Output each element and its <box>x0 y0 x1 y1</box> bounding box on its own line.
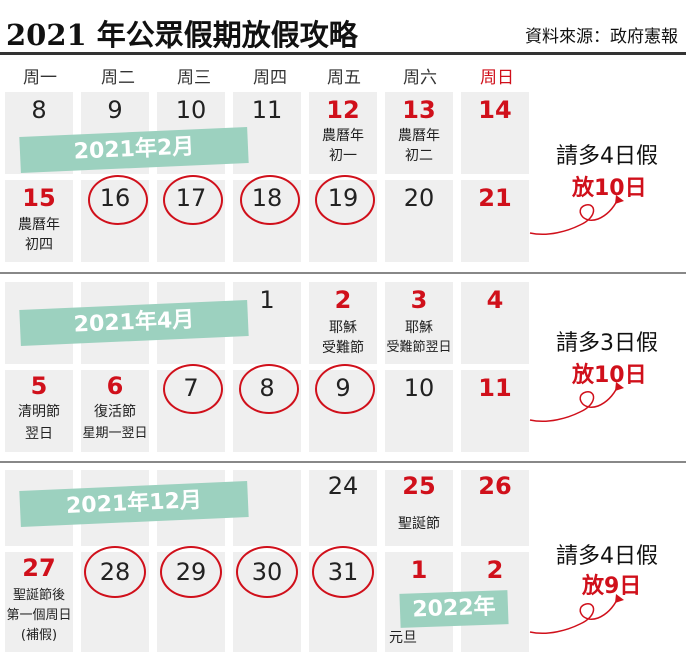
day-number: 5 <box>30 372 48 400</box>
leave-day-circle <box>88 175 148 225</box>
calendar-cell-sunday: 26 <box>461 470 529 546</box>
weekday-tue: 周二 <box>101 68 135 88</box>
weekday-sun: 周日 <box>480 68 514 88</box>
holiday-note: 耶穌 <box>405 320 433 336</box>
calendar-cell-sunday: 4 <box>461 282 529 364</box>
leave-day-circle <box>315 175 375 225</box>
day-number: 12 <box>326 96 360 124</box>
month-divider <box>0 461 686 463</box>
leave-day-circle <box>163 175 223 225</box>
calendar-cell-sunday: 14 <box>461 92 529 174</box>
calendar-cell-holiday: 15 農曆年 初四 <box>5 180 73 262</box>
weekday-thu: 周四 <box>253 68 287 88</box>
tip-leave-days: 請多3日假 <box>556 331 658 356</box>
holiday-note: 農曆年 <box>18 217 60 233</box>
leave-day-circle <box>239 364 299 414</box>
holiday-note: 第一個周日 <box>6 608 72 623</box>
calendar-cell-holiday: 25 聖誕節 <box>385 470 453 546</box>
day-number: 11 <box>251 96 283 124</box>
title-divider <box>0 52 686 55</box>
calendar-cell-holiday: 3 耶穌 受難節翌日 <box>385 282 453 364</box>
leave-day-circle <box>84 546 146 598</box>
holiday-note: 元旦 <box>389 630 417 646</box>
leave-day-circle <box>312 546 374 598</box>
holiday-note: 復活節 <box>94 404 136 420</box>
leave-day-circle <box>236 546 298 598</box>
day-number: 14 <box>478 96 512 124</box>
year-label-2022: 2022年 <box>399 590 509 628</box>
calendar-cell: 24 <box>309 470 377 546</box>
day-number: 21 <box>478 184 512 212</box>
tip-total-days: 放9日 <box>582 574 642 599</box>
calendar-cell-holiday: 6 復活節 星期一翌日 <box>81 370 149 452</box>
holiday-note: 翌日 <box>25 426 53 442</box>
day-number: 27 <box>22 554 56 582</box>
tip-total-days: 放10日 <box>572 176 647 201</box>
calendar-cell-sunday: 11 <box>461 370 529 452</box>
weekday-fri: 周五 <box>327 68 361 88</box>
calendar-cell: 20 <box>385 180 453 262</box>
holiday-note: 清明節 <box>18 404 60 420</box>
day-number: 13 <box>402 96 436 124</box>
tip-total-days: 放10日 <box>572 363 647 388</box>
tip-leave-days: 請多4日假 <box>556 544 658 569</box>
leave-day-circle <box>315 364 375 414</box>
day-number: 25 <box>402 472 436 500</box>
holiday-note: 農曆年 <box>322 128 364 144</box>
holiday-note: 耶穌 <box>329 320 357 336</box>
calendar-cell: 10 <box>385 370 453 452</box>
holiday-note: 受難節 <box>322 340 364 356</box>
leave-day-circle <box>163 364 223 414</box>
day-number: 24 <box>327 472 359 500</box>
source-note: 資料來源：政府憲報 <box>525 27 678 47</box>
calendar-cell-holiday: 13 農曆年 初二 <box>385 92 453 174</box>
month-divider <box>0 272 686 274</box>
calendar-cell-holiday: 27 聖誕節後 第一個周日 (補假) <box>5 552 73 652</box>
swirl-arrow-icon <box>529 195 624 236</box>
day-number: 6 <box>106 372 124 400</box>
leave-day-circle <box>160 546 222 598</box>
day-number: 2 <box>334 286 352 314</box>
day-number: 15 <box>22 184 56 212</box>
day-number: 2 <box>486 556 504 584</box>
holiday-note: 星期一翌日 <box>82 426 148 441</box>
day-number: 10 <box>175 96 207 124</box>
day-number: 11 <box>478 374 512 402</box>
tip-leave-days: 請多4日假 <box>556 144 658 169</box>
holiday-note: (補假) <box>20 628 58 643</box>
day-number: 1 <box>410 556 428 584</box>
holiday-note: 農曆年 <box>398 128 440 144</box>
calendar-cell-holiday: 12 農曆年 初一 <box>309 92 377 174</box>
day-number: 20 <box>403 184 435 212</box>
holiday-note: 受難節翌日 <box>386 340 452 355</box>
holiday-note: 聖誕節後 <box>12 588 65 603</box>
day-number: 9 <box>107 96 123 124</box>
swirl-arrow-icon <box>529 594 624 635</box>
holiday-note: 聖誕節 <box>398 516 440 532</box>
day-number: 10 <box>403 374 435 402</box>
day-number: 26 <box>478 472 512 500</box>
swirl-arrow-icon <box>529 382 624 423</box>
day-number: 4 <box>486 286 504 314</box>
day-number: 3 <box>410 286 428 314</box>
weekday-sat: 周六 <box>403 68 437 88</box>
weekday-mon: 周一 <box>23 68 57 88</box>
page-title: 2021 年公眾假期放假攻略 <box>6 18 358 52</box>
day-number: 1 <box>259 286 275 314</box>
leave-day-circle <box>240 175 300 225</box>
calendar-cell-holiday: 5 清明節 翌日 <box>5 370 73 452</box>
calendar-cell-sunday: 21 <box>461 180 529 262</box>
day-number: 8 <box>31 96 47 124</box>
calendar-cell-holiday: 2 耶穌 受難節 <box>309 282 377 364</box>
holiday-note: 初一 <box>329 148 357 164</box>
holiday-note: 初二 <box>405 148 433 164</box>
weekday-wed: 周三 <box>177 68 211 88</box>
holiday-note: 初四 <box>25 237 53 253</box>
